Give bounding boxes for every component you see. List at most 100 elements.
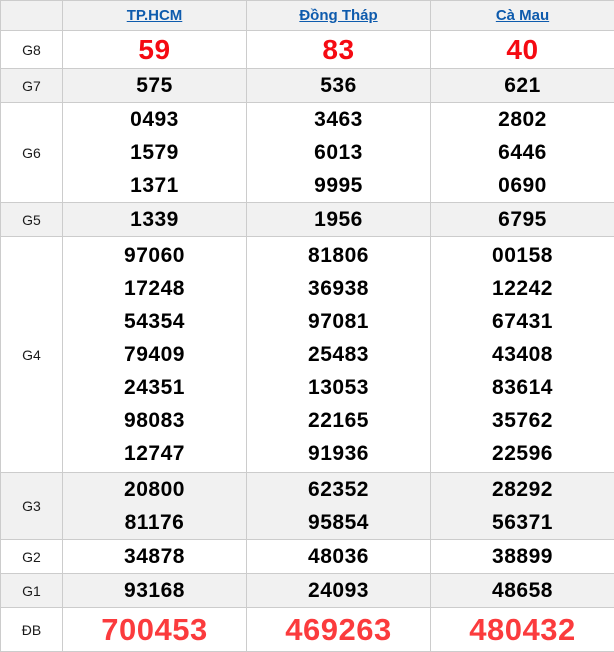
prize-number: 35762: [431, 404, 614, 437]
prize-number: 83614: [431, 371, 614, 404]
prize-number: 25483: [247, 338, 430, 371]
prize-number: 1579: [63, 136, 246, 169]
prize-label-g6: G6: [1, 103, 63, 203]
prize-number: 81806: [247, 239, 430, 272]
column-header-tphcm: TP.HCM: [63, 1, 247, 31]
header-corner-cell: [1, 1, 63, 31]
prize-number: 1371: [63, 169, 246, 202]
prize-cell-g7-ca-mau: 621: [431, 69, 614, 103]
prize-number: 20800: [63, 473, 246, 506]
prize-number: 24351: [63, 371, 246, 404]
prize-number: 00158: [431, 239, 614, 272]
prize-cell-db-ca-mau: 480432: [431, 608, 614, 652]
prize-number: 97060: [63, 239, 246, 272]
prize-number: 3463: [247, 103, 430, 136]
prize-cell-g1-dong-thap: 24093: [247, 574, 431, 608]
prize-number: 34878: [63, 540, 246, 573]
prize-number: 36938: [247, 272, 430, 305]
prize-number: 48658: [431, 574, 614, 607]
province-link-tphcm[interactable]: TP.HCM: [127, 7, 183, 24]
prize-label-g3: G3: [1, 473, 63, 540]
province-link-ca-mau[interactable]: Cà Mau: [496, 7, 549, 24]
prize-number: 59: [63, 31, 246, 68]
province-link-dong-thap[interactable]: Đồng Tháp: [299, 7, 377, 24]
header-row: TP.HCM Đồng Tháp Cà Mau: [1, 1, 614, 31]
prize-number: 12242: [431, 272, 614, 305]
prize-label-g4: G4: [1, 237, 63, 473]
prize-cell-g2-dong-thap: 48036: [247, 540, 431, 574]
prize-cell-g8-tphcm: 59: [63, 31, 247, 69]
prize-number: 97081: [247, 305, 430, 338]
prize-number: 12747: [63, 437, 246, 470]
prize-cell-g5-dong-thap: 1956: [247, 203, 431, 237]
prize-number: 24093: [247, 574, 430, 607]
prize-number: 91936: [247, 437, 430, 470]
prize-number: 13053: [247, 371, 430, 404]
prize-number: 93168: [63, 574, 246, 607]
prize-cell-db-dong-thap: 469263: [247, 608, 431, 652]
prize-number: 81176: [63, 506, 246, 539]
prize-number: 95854: [247, 506, 430, 539]
prize-number: 38899: [431, 540, 614, 573]
prize-number: 28292: [431, 473, 614, 506]
prize-number: 480432: [431, 608, 614, 651]
prize-number: 98083: [63, 404, 246, 437]
prize-cell-db-tphcm: 700453: [63, 608, 247, 652]
prize-label-g8: G8: [1, 31, 63, 69]
prize-number: 54354: [63, 305, 246, 338]
prize-number: 62352: [247, 473, 430, 506]
prize-label-g2: G2: [1, 540, 63, 574]
prize-number: 0690: [431, 169, 614, 202]
prize-cell-g5-tphcm: 1339: [63, 203, 247, 237]
prize-cell-g1-tphcm: 93168: [63, 574, 247, 608]
prize-cell-g1-ca-mau: 48658: [431, 574, 614, 608]
prize-number: 575: [63, 69, 246, 102]
prize-cell-g8-dong-thap: 83: [247, 31, 431, 69]
prize-label-g5: G5: [1, 203, 63, 237]
prize-number: 48036: [247, 540, 430, 573]
prize-cell-g2-ca-mau: 38899: [431, 540, 614, 574]
prize-number: 0493: [63, 103, 246, 136]
prize-number: 40: [431, 31, 614, 68]
prize-number: 43408: [431, 338, 614, 371]
prize-number: 621: [431, 69, 614, 102]
prize-label-g1: G1: [1, 574, 63, 608]
prize-number: 700453: [63, 608, 246, 651]
prize-number: 536: [247, 69, 430, 102]
prize-number: 6446: [431, 136, 614, 169]
prize-number: 79409: [63, 338, 246, 371]
prize-number: 6795: [431, 203, 614, 236]
prize-number: 22165: [247, 404, 430, 437]
prize-cell-g7-dong-thap: 536: [247, 69, 431, 103]
prize-number: 17248: [63, 272, 246, 305]
prize-cell-g2-tphcm: 34878: [63, 540, 247, 574]
prize-number: 56371: [431, 506, 614, 539]
prize-number: 22596: [431, 437, 614, 470]
prize-cell-g5-ca-mau: 6795: [431, 203, 614, 237]
prize-number: 1956: [247, 203, 430, 236]
prize-cell-g7-tphcm: 575: [63, 69, 247, 103]
column-header-dong-thap: Đồng Tháp: [247, 1, 431, 31]
prize-number: 6013: [247, 136, 430, 169]
prize-number: 67431: [431, 305, 614, 338]
prize-label-db: ĐB: [1, 608, 63, 652]
prize-number: 9995: [247, 169, 430, 202]
